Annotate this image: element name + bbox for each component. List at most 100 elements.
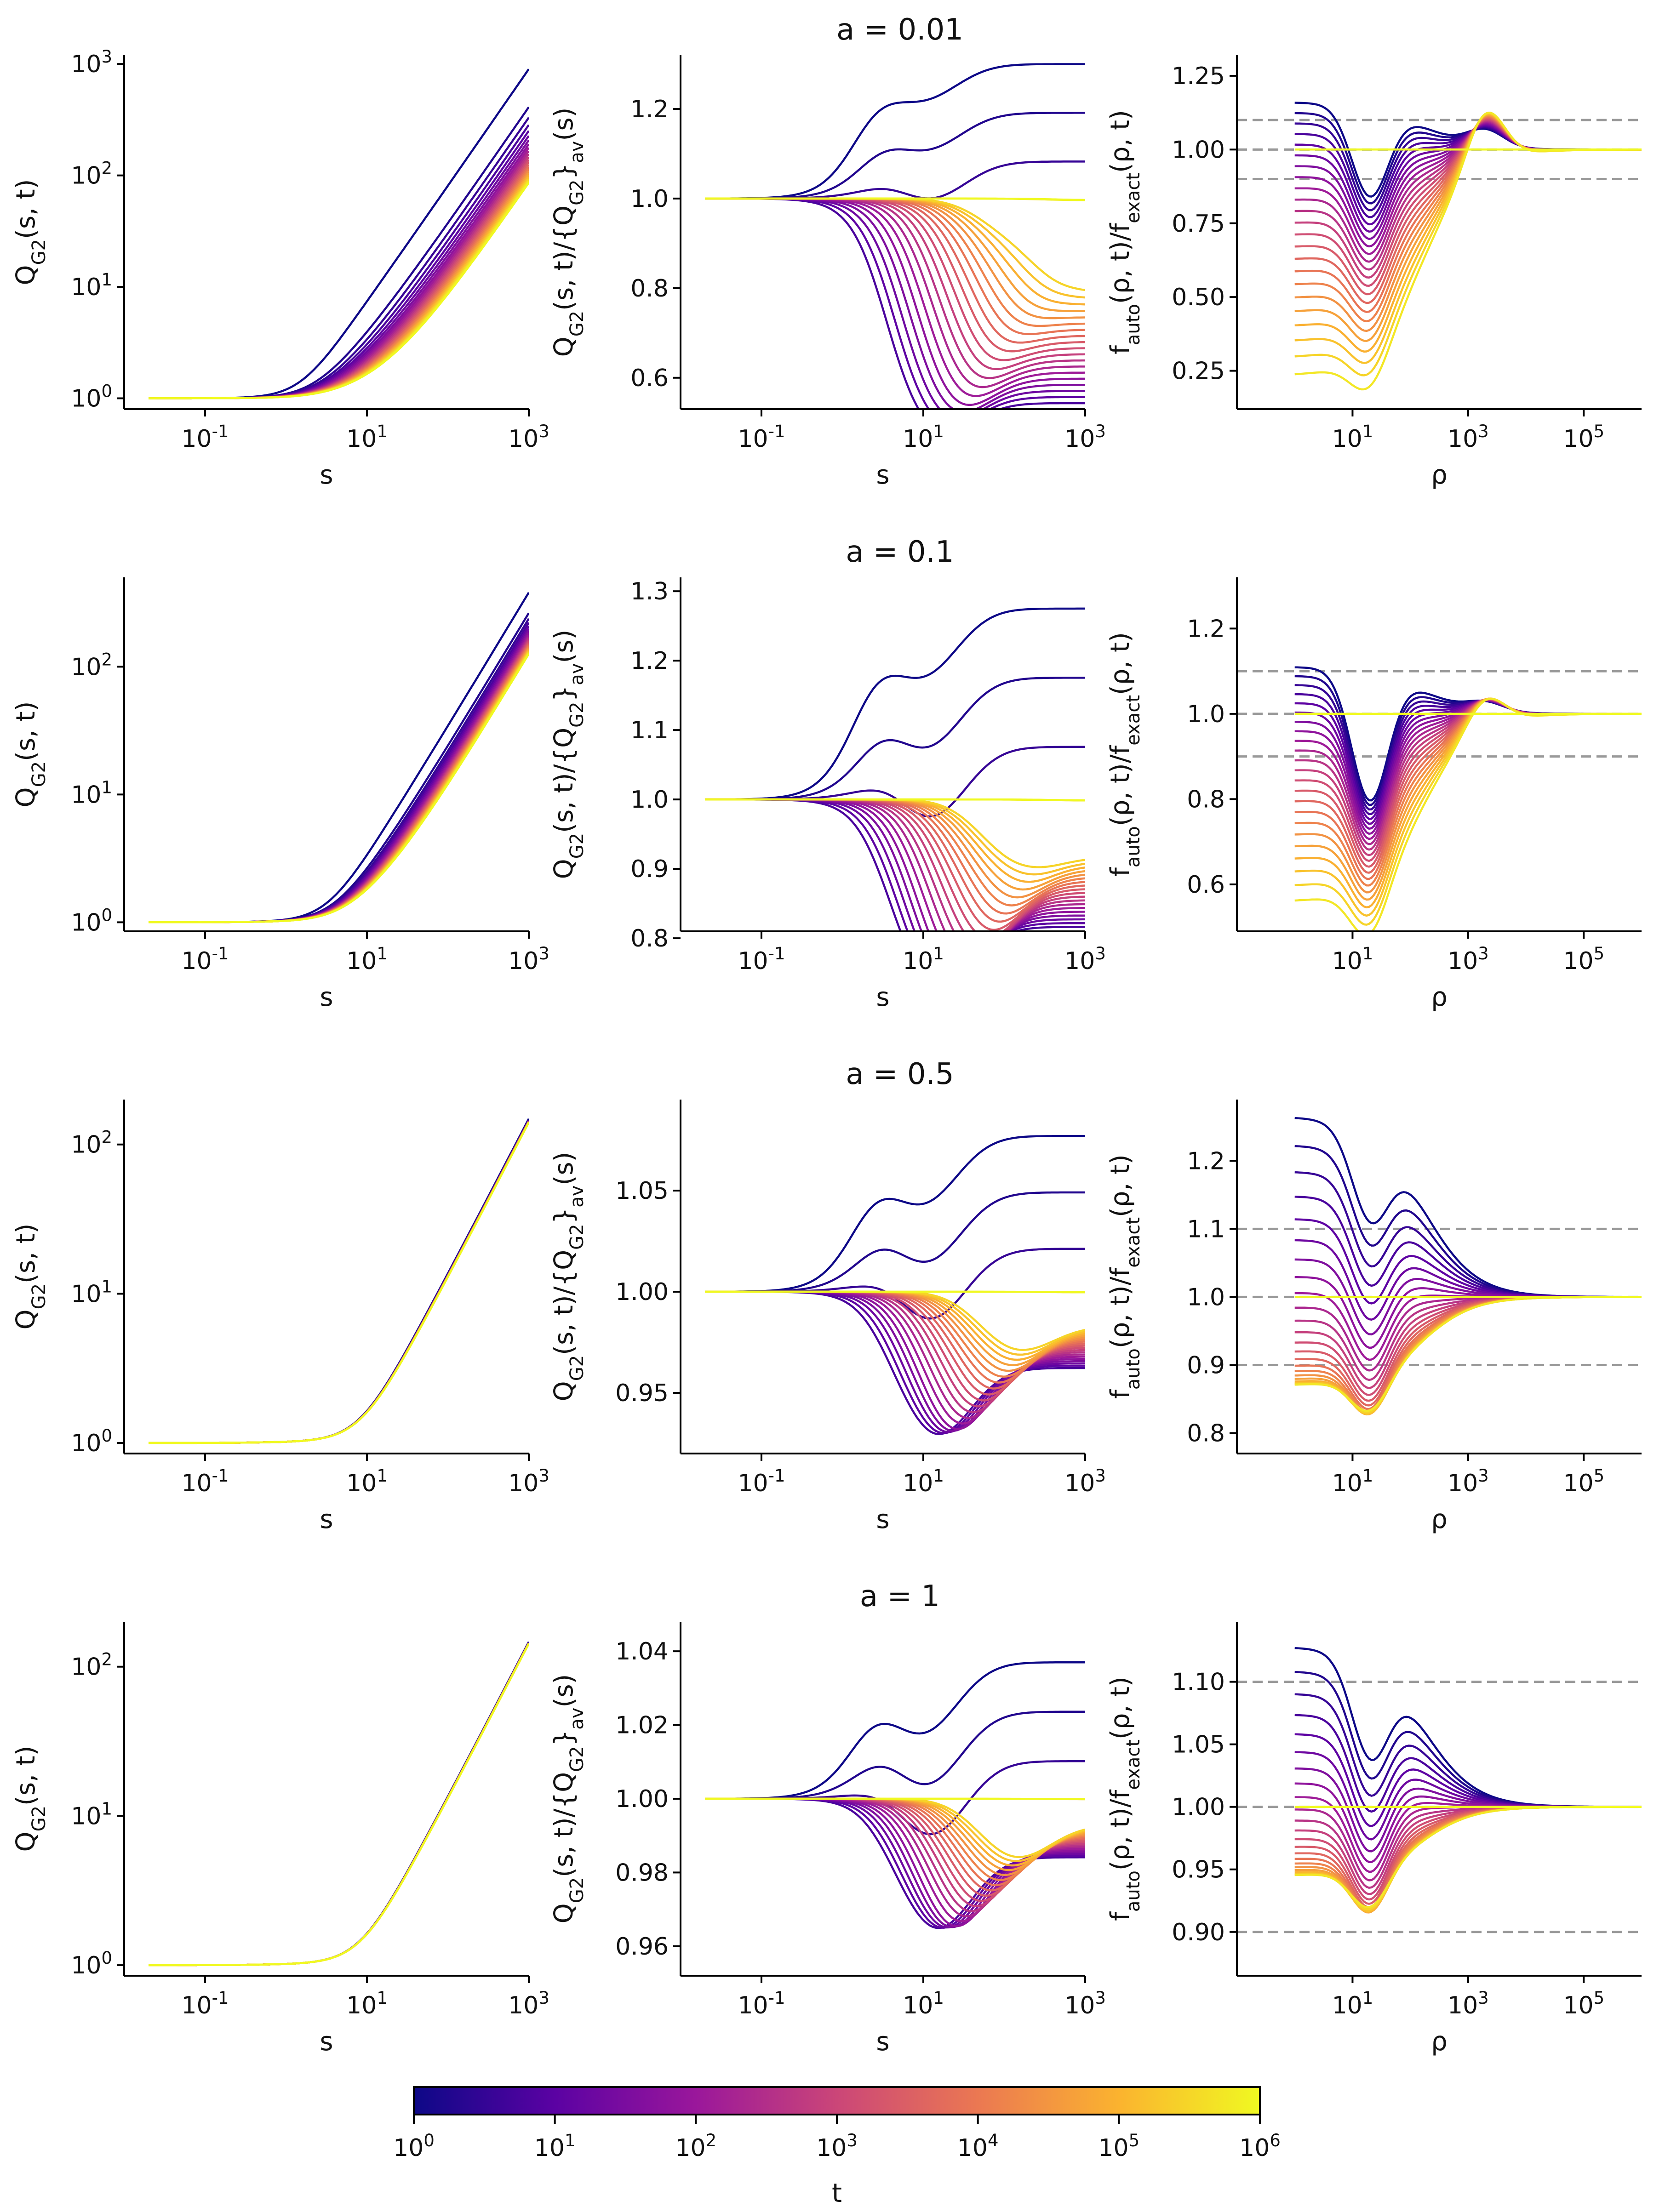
x-tick-label: 103 [508,944,549,975]
y-tick-label: 1.0 [630,786,669,814]
series-line-t6 [149,139,529,399]
series-line-t10 [149,638,529,924]
y-tick-label: 1.2 [1187,1147,1225,1175]
panel-r2-c2: 101 103 105 0.8 0.9 1.0 1.1 1.2 ρ fauto(ρ, t)/fex… [1105,1100,1642,1534]
y-tick-label: 1.02 [615,1712,669,1739]
y-axis-label: fauto(ρ, t)/fexact(ρ, t) [1105,1154,1144,1399]
series-line-t11 [149,1121,529,1444]
series-line-t1 [149,1119,529,1444]
series-group [704,607,1085,931]
y-axis-label: QG2(s, t)/{QG2}av(s) [549,1152,588,1402]
row-title-2: a = 0.5 [846,1057,954,1091]
series-line-t2 [149,1119,529,1444]
series-line-t9 [149,636,529,924]
x-axis-label: ρ [1431,1505,1448,1534]
x-axis-label: ρ [1431,2027,1448,2057]
x-tick-label: 101 [346,944,388,975]
series-line-t0 [149,592,529,924]
y-tick-label: 0.50 [1172,284,1225,311]
series-line-t20 [149,1122,529,1444]
x-tick-label: 10-1 [181,1988,229,2020]
x-tick-label: 101 [1332,944,1373,975]
x-tick-label: 101 [903,1988,944,2020]
series-group [149,592,529,924]
y-tick-label: 102 [71,650,112,681]
series-group [149,68,529,399]
y-tick-label: 0.6 [1187,871,1225,899]
y-axis-label: QG2(s, t) [11,1224,50,1330]
y-axis-label: QG2(s, t) [11,179,50,285]
y-tick-label: 0.98 [615,1859,669,1887]
series-line-t3 [149,1120,529,1444]
y-tick-label: 0.9 [630,855,669,883]
colorbar-gradient [413,2086,1261,2115]
series-line-t23 [705,197,1085,201]
series-line-t12 [149,1642,529,1967]
x-tick-label: 10-1 [738,422,785,453]
series-line-t0 [149,1641,529,1967]
series-line-t21 [149,1643,529,1967]
series-line-t4 [149,625,529,924]
series-line-t12 [149,641,529,924]
y-tick-label: 1.0 [630,185,669,213]
series-line-t6 [149,1642,529,1967]
series-line-t19 [149,175,529,399]
series-line-t19 [705,798,1085,883]
series-line-t17 [149,647,529,924]
series-group [149,1641,529,1967]
series-line-t1 [705,677,1085,801]
series-line-t4 [149,130,529,399]
y-tick-label: 101 [71,270,112,302]
series-line-t22 [149,652,529,924]
colorbar-tick-label: 104 [957,2131,999,2162]
series-line-t22 [149,1643,529,1967]
series-line-t9 [149,1121,529,1444]
series-line-t19 [149,1643,529,1967]
x-tick-label: 105 [1563,944,1604,975]
y-axis-label: QG2(s, t)/{QG2}av(s) [549,108,588,357]
series-line-t20 [149,177,529,399]
y-axis-label: fauto(ρ, t)/fexact(ρ, t) [1105,632,1144,877]
x-tick-label: 10-1 [738,944,785,975]
x-tick-label: 103 [1448,1988,1489,2020]
x-tick-label: 101 [1332,422,1373,453]
x-tick-label: 105 [1563,422,1604,453]
series-line-t11 [149,1642,529,1967]
series-group [1294,666,1642,931]
series-line-t14 [705,1797,1085,1892]
colorbar-tick-label: 101 [534,2131,576,2162]
colorbar-tick-label: 103 [816,2131,858,2162]
y-tick-label: 100 [71,1948,112,1980]
series-line-t2 [149,1642,529,1967]
series-line-t12 [149,1121,529,1444]
series-line-t16 [149,1642,529,1967]
x-tick-label: 103 [1448,944,1489,975]
series-group [1294,102,1642,391]
series-line-t10 [149,1121,529,1444]
x-tick-label: 101 [903,1466,944,1498]
x-tick-label: 101 [903,944,944,975]
series-line-t11 [705,197,1085,371]
colorbar-tick-label: 100 [393,2131,435,2162]
x-axis-label: s [876,1505,889,1534]
y-tick-label: 0.6 [630,365,669,392]
series-line-t19 [149,1121,529,1444]
series-line-t8 [705,798,1085,931]
y-tick-label: 102 [71,1127,112,1159]
y-tick-label: 103 [71,47,112,79]
y-tick-label: 1.00 [615,1785,669,1813]
y-tick-label: 100 [71,905,112,937]
colorbar-tick-label: 102 [675,2131,716,2162]
series-line-t13 [149,1642,529,1967]
x-axis-label: s [320,460,333,490]
y-tick-label: 1.00 [1172,1794,1225,1821]
y-tick-label: 1.10 [1172,1669,1225,1696]
x-axis-label: s [320,2027,333,2057]
series-line-t5 [149,1642,529,1967]
y-tick-label: 102 [71,158,112,190]
colorbar-tick-label: 105 [1098,2131,1139,2162]
series-line-t0 [149,1118,529,1444]
x-axis-label: s [876,460,889,490]
x-tick-label: 103 [508,422,549,453]
